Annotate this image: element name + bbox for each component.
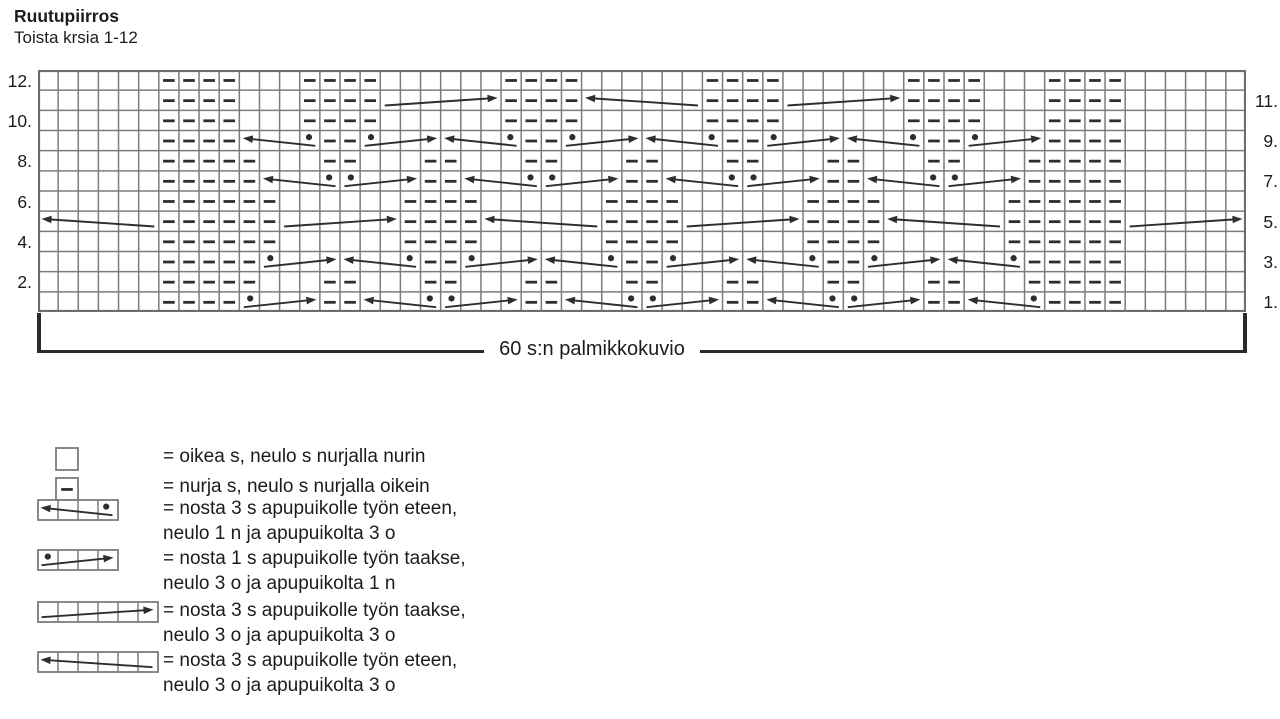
row-label-7: 7.: [1263, 171, 1278, 192]
row-label-4: 4.: [17, 231, 32, 252]
legend-text-2: = nurja s, neulo s nurjalla oikein: [163, 474, 430, 499]
row-label-8: 8.: [17, 151, 32, 172]
legend-text-line: neulo 3 o ja apupuikolta 1 n: [163, 573, 396, 594]
bracket-line-right: [700, 349, 1246, 353]
knit-stitch-icon: [55, 447, 79, 471]
cable-back-3-3-icon: [37, 601, 159, 623]
legend-text-line: = nosta 3 s apupuikolle työn eteen,: [163, 498, 458, 519]
legend-text-line: neulo 3 o ja apupuikolta 3 o: [163, 675, 396, 696]
cable-back-1-3-icon: [37, 549, 119, 571]
legend-text-5: = nosta 3 s apupuikolle työn taakse, neul…: [163, 598, 466, 648]
bracket-left-tick: [37, 313, 41, 353]
repeat-instruction: Toista krsia 1-12: [14, 28, 138, 47]
legend-text-4: = nosta 1 s apupuikolle työn taakse, neul…: [163, 546, 466, 596]
purl-stitch-icon: [55, 477, 79, 501]
row-label-3: 3.: [1263, 252, 1278, 272]
legend-text-6: = nosta 3 s apupuikolle työn eteen, neulo…: [163, 648, 457, 698]
row-label-1: 1.: [1263, 292, 1278, 313]
row-label-11: 11.: [1254, 90, 1278, 111]
knitting-chart-grid: [38, 70, 1246, 312]
legend-text-line: = nosta 1 s apupuikolle työn taakse,: [163, 548, 466, 569]
row-label-9: 9.: [1263, 131, 1278, 151]
legend-text-3: = nosta 3 s apupuikolle työn eteen, neulo…: [163, 496, 457, 546]
legend-text-line: = oikea s, neulo s nurjalla nurin: [163, 446, 426, 467]
bracket-right-tick: [1243, 313, 1247, 353]
page-title: Ruutupiirros: [14, 6, 119, 26]
legend-text-line: = nurja s, neulo s nurjalla oikein: [163, 476, 430, 497]
legend-text-1: = oikea s, neulo s nurjalla nurin: [163, 444, 425, 469]
row-label-10: 10.: [7, 110, 32, 131]
stitch-count-label: 60 s:n palmikkokuvio: [499, 338, 685, 360]
legend-text-line: neulo 1 n ja apupuikolta 3 o: [163, 523, 396, 544]
bracket-line-left: [38, 349, 484, 353]
row-label-12: 12.: [7, 70, 32, 91]
legend-text-line: = nosta 3 s apupuikolle työn taakse,: [163, 600, 466, 621]
legend-text-line: neulo 3 o ja apupuikolta 3 o: [163, 625, 396, 646]
cable-front-3-3-icon: [37, 651, 159, 673]
row-label-2: 2.: [17, 272, 32, 293]
cable-front-3-1-icon: [37, 499, 119, 521]
row-label-5: 5.: [1263, 211, 1278, 232]
row-label-6: 6.: [17, 191, 32, 212]
legend-text-line: = nosta 3 s apupuikolle työn eteen,: [163, 650, 458, 671]
